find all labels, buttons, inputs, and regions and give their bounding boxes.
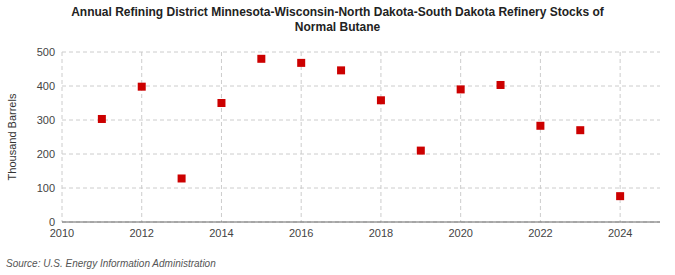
- points: [98, 55, 624, 200]
- title-line: Normal Butane: [295, 20, 381, 34]
- point: [138, 83, 146, 91]
- y-grid-line: [62, 222, 660, 223]
- y-grid-line: [62, 120, 660, 121]
- point: [98, 115, 106, 123]
- x-tick-label: 2022: [528, 227, 552, 239]
- y-tick-label: 300: [37, 114, 55, 126]
- chart-title: Annual Refining District Minnesota-Wisco…: [71, 5, 605, 34]
- point: [616, 192, 624, 200]
- x-grid-line: [221, 52, 222, 222]
- x-grid-line: [62, 52, 63, 222]
- point: [337, 66, 345, 74]
- point: [497, 81, 505, 89]
- point: [178, 174, 186, 182]
- x-tick-label: 2014: [209, 227, 233, 239]
- grid: [62, 52, 660, 222]
- x-grid-line: [380, 52, 381, 222]
- x-axis-line: [62, 222, 660, 223]
- x-tick-label: 2024: [608, 227, 632, 239]
- y-grid-line: [62, 188, 660, 189]
- y-tick-label: 500: [37, 46, 55, 58]
- point: [576, 126, 584, 134]
- x-tick-label: 2016: [289, 227, 313, 239]
- x-tick-label: 2010: [50, 227, 74, 239]
- y-grid-line: [62, 86, 660, 87]
- x-tick-label: 2020: [448, 227, 472, 239]
- point: [377, 96, 385, 104]
- y-tick-label: 200: [37, 148, 55, 160]
- chart: Annual Refining District Minnesota-Wisco…: [0, 0, 675, 275]
- y-axis-label: Thousand Barrels: [6, 93, 18, 180]
- point: [536, 122, 544, 130]
- x-grid-line: [540, 52, 541, 222]
- x-tick-label: 2012: [129, 227, 153, 239]
- point: [297, 59, 305, 67]
- x-grid-line: [301, 52, 302, 222]
- point: [457, 85, 465, 93]
- source-note: Source: U.S. Energy Information Administ…: [6, 258, 216, 269]
- x-grid-line: [460, 52, 461, 222]
- y-tick-label: 100: [37, 182, 55, 194]
- x-grid-line: [141, 52, 142, 222]
- x-tick-label: 2018: [369, 227, 393, 239]
- point: [257, 55, 265, 63]
- point: [417, 147, 425, 155]
- y-tick-label: 400: [37, 80, 55, 92]
- point: [217, 99, 225, 107]
- y-grid-line: [62, 52, 660, 53]
- y-grid-line: [62, 154, 660, 155]
- title-line: Annual Refining District Minnesota-Wisco…: [71, 5, 605, 19]
